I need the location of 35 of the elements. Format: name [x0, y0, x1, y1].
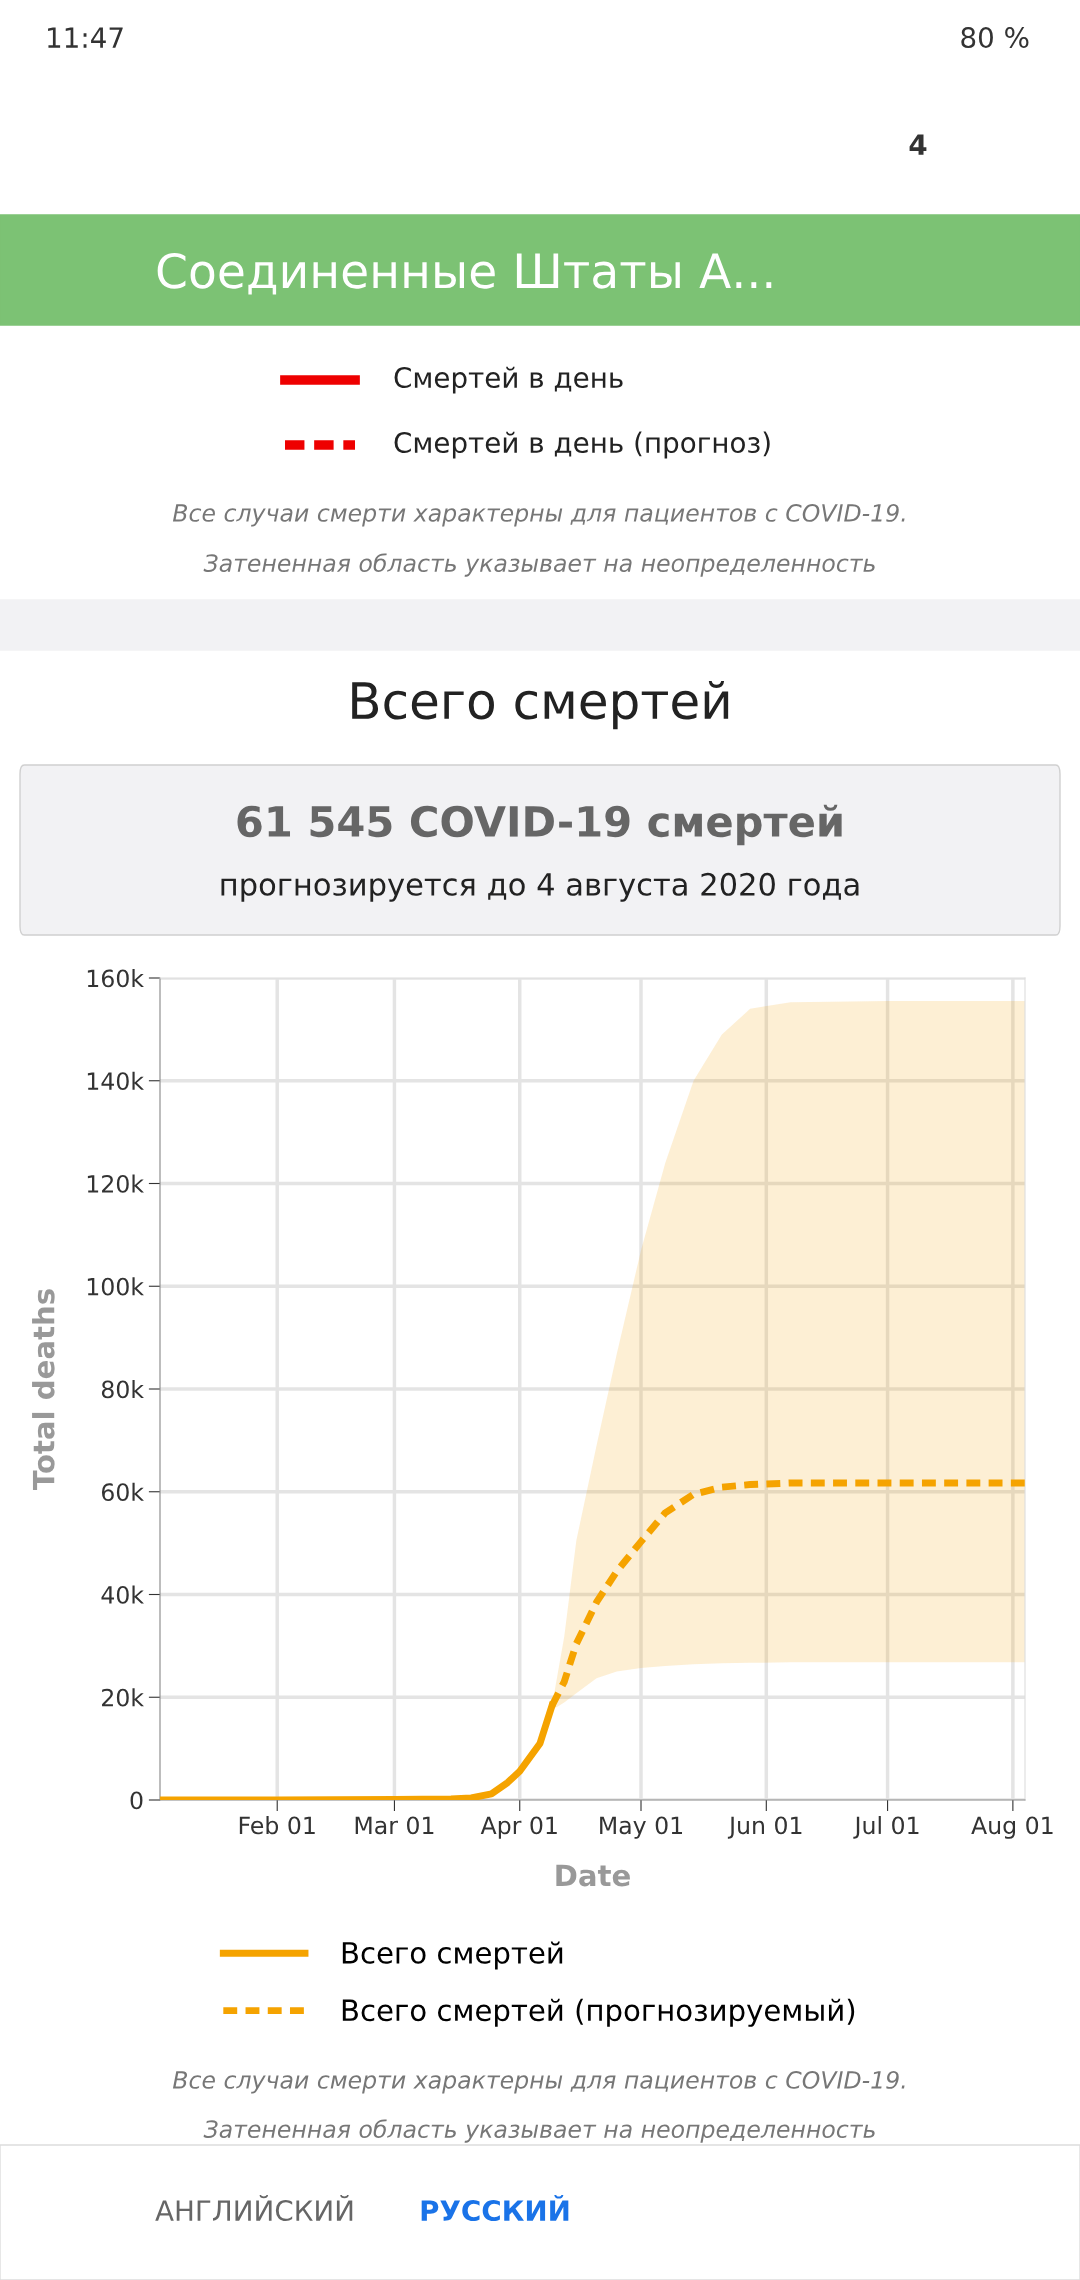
text: Все случаи смерти характерны для пациентов с COVID-19.	[172, 503, 905, 527]
x-tick-label: May 01	[600, 1816, 683, 1839]
x-axis-title: Date	[556, 1864, 630, 1887]
chart-title: Всего смертей	[352, 681, 729, 730]
text: РУССКИЙ	[421, 2194, 569, 2222]
y-tick-label: 0	[130, 1791, 143, 1810]
text: Затененная область указывает на неопределенность	[203, 2119, 875, 2143]
text: Соединенные Штаты А...	[157, 252, 772, 295]
y-tick-label: 120k	[87, 1174, 144, 1193]
x-tick-label: Aug 01	[971, 1816, 1053, 1839]
text: 11:47	[48, 27, 123, 48]
chart-subtitle: 61 545 COVID-19 смертей	[237, 804, 842, 846]
y-tick-label: 40k	[101, 1585, 144, 1604]
y-tick-label: 20k	[102, 1688, 144, 1707]
text: Затененная область указывает на неопределенность	[203, 553, 875, 577]
legend-label: Всего смертей	[342, 1941, 563, 1970]
y-axis-title: Total deaths	[32, 1289, 55, 1490]
text: 4	[909, 134, 927, 155]
text: АНГЛИЙСКИЙ	[155, 2194, 353, 2222]
x-tick-label: Mar 01	[355, 1816, 434, 1835]
y-tick-label: 140k	[87, 1071, 144, 1091]
y-tick-label: 160k	[87, 969, 144, 988]
text: 80 %	[961, 27, 1029, 49]
text: Все случаи смерти характерны для пациентов с COVID-19.	[172, 2070, 905, 2094]
y-tick-label: 100k	[87, 1277, 144, 1296]
y-tick-label: 60k	[101, 1482, 144, 1502]
y-tick-label: 80k	[101, 1380, 144, 1399]
x-tick-label: Jul 01	[853, 1815, 919, 1839]
x-tick-label: Feb 01	[239, 1815, 315, 1835]
text: Смертей в день	[394, 366, 623, 394]
text: Смертей в день (прогноз)	[394, 431, 770, 459]
text: прогнозируется до 4 августа 2020 года	[221, 872, 859, 902]
x-tick-label: Apr 01	[480, 1816, 557, 1839]
x-tick-label: Jun 01	[727, 1816, 802, 1839]
legend-label: Всего смертей (прогнозируемый)	[342, 1998, 855, 2027]
